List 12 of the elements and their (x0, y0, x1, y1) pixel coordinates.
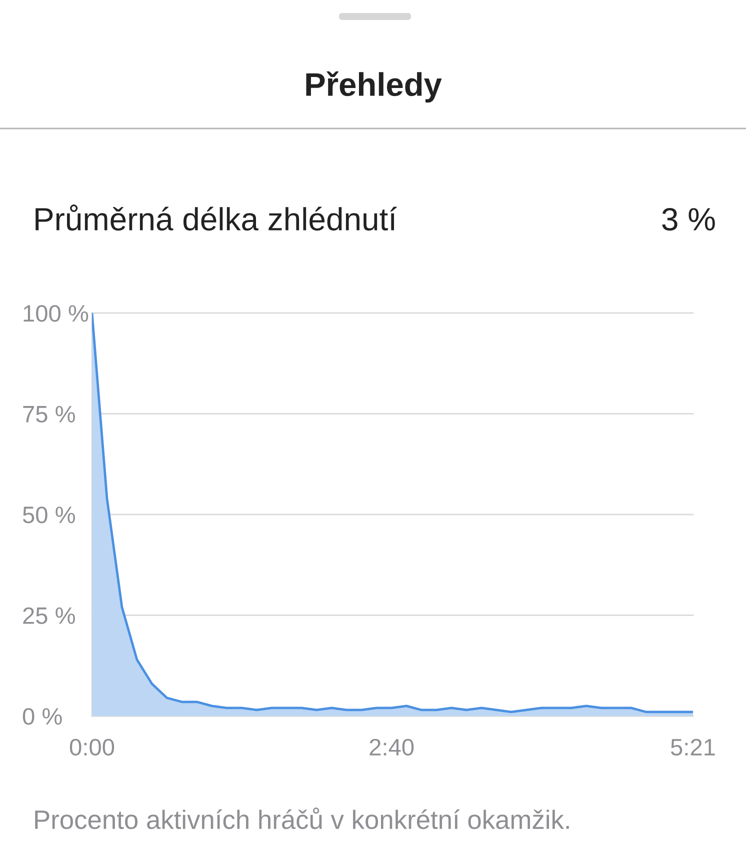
text: 3 % (662, 208, 715, 231)
y-tick-label: 100 % (24, 305, 88, 322)
x-tick-label: 2:40 (370, 738, 414, 756)
x-tick-label: 5:21 (670, 738, 715, 756)
x-tick-label: 0:00 (70, 738, 114, 756)
y-tick-label: 0 % (22, 708, 62, 725)
text: Procento aktivních hráčů v konkrétní okamžik. (35, 808, 569, 830)
chart-title: Přehledy (306, 71, 442, 103)
y-tick-label: 75 % (23, 406, 75, 423)
chart-subtitle: Průměrná délka zhlédnutí (36, 204, 397, 231)
y-tick-label: 25 % (23, 607, 75, 624)
y-tick-label: 50 % (22, 506, 75, 524)
